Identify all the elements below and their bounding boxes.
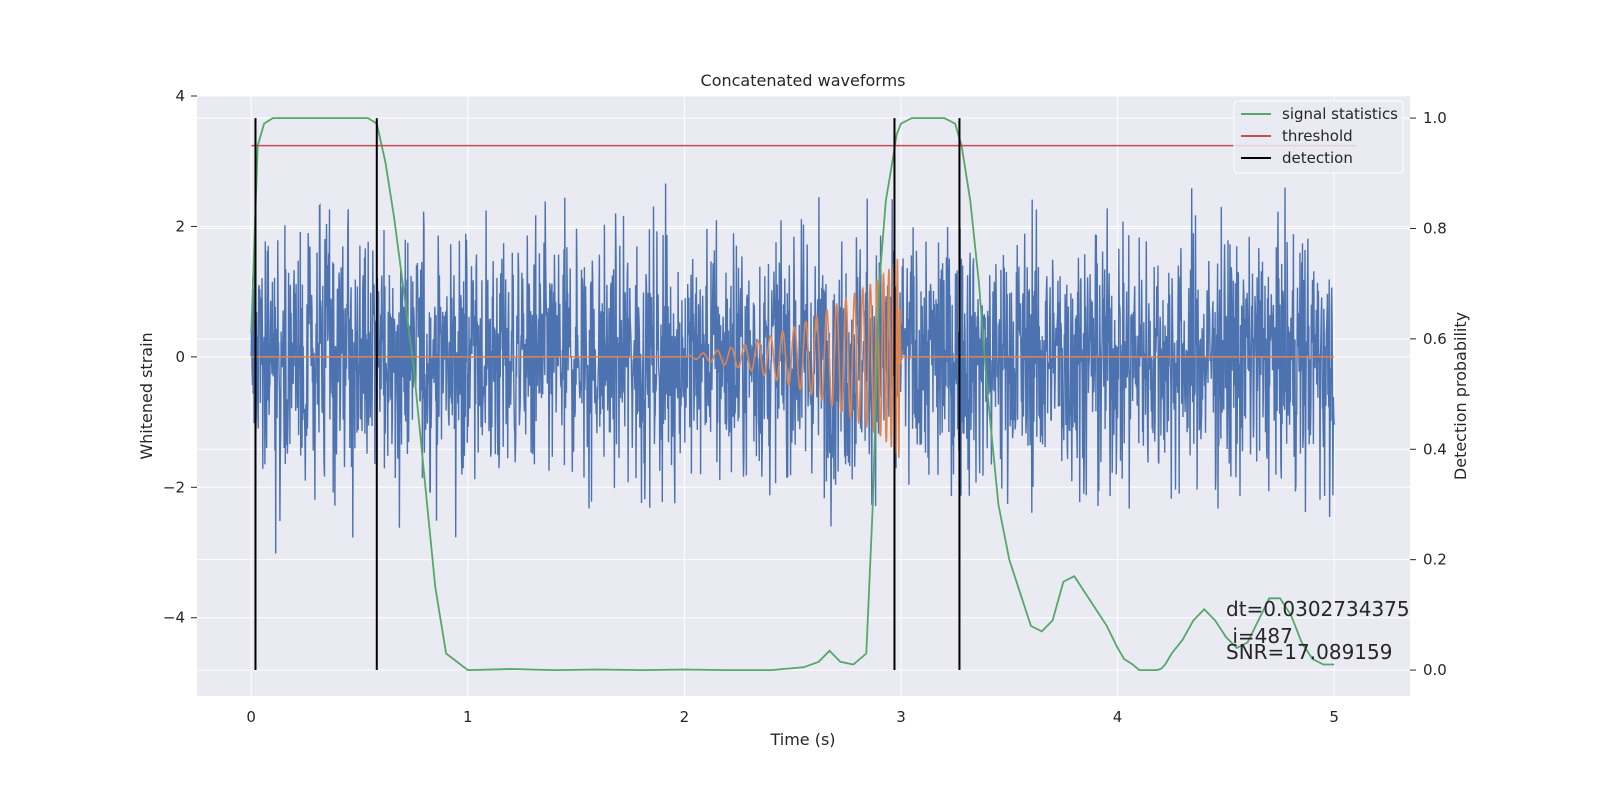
legend: signal statistics threshold detection (1233, 100, 1404, 174)
y-tick-label: 4 (175, 87, 185, 105)
y-tick-label: −2 (163, 478, 185, 496)
legend-box (1233, 100, 1404, 174)
y2-axis-ticks: 1.0 0.8 0.6 0.4 0.2 0.0 (1410, 109, 1447, 679)
y2-tick-label: 1.0 (1423, 109, 1447, 127)
annotation-snr: SNR=17.089159 (1226, 640, 1392, 664)
x-tick-label: 0 (246, 708, 256, 726)
y-axis-label: Whitened strain (137, 332, 156, 459)
y-tick-label: −4 (163, 609, 185, 627)
y2-axis-label: Detection probability (1451, 312, 1470, 480)
y2-tick-label: 0.6 (1423, 330, 1447, 348)
signal-statistics-line (250, 117, 1335, 672)
x-tick-label: 1 (463, 708, 473, 726)
detection-lines (254, 118, 961, 671)
x-tick-label: 5 (1329, 708, 1339, 726)
annotation-index: i=487 (1226, 624, 1293, 648)
injected-waveform-line (251, 258, 1335, 458)
x-tick-label: 4 (1113, 708, 1123, 726)
strain-series-line (250, 183, 1335, 554)
annotations: dt=0.0302734375 i=487 SNR=17.089159 (1226, 597, 1410, 664)
x-tick-label: 2 (680, 708, 690, 726)
y2-tick-label: 0.0 (1423, 661, 1447, 679)
legend-label-detection: detection (1282, 149, 1353, 167)
x-axis-label: Time (s) (769, 730, 835, 749)
y-tick-label: 0 (175, 348, 185, 366)
legend-label-signal-statistics: signal statistics (1282, 105, 1398, 123)
annotation-dt: dt=0.0302734375 (1226, 597, 1410, 621)
y2-tick-label: 0.8 (1423, 219, 1447, 237)
x-tick-label: 3 (896, 708, 906, 726)
x-axis-ticks: 0 1 2 3 4 5 (246, 708, 1339, 726)
series (250, 117, 1356, 672)
y-tick-label: 2 (175, 217, 185, 235)
legend-label-threshold: threshold (1282, 127, 1353, 145)
chart-title: Concatenated waveforms (701, 71, 906, 90)
y-axis-ticks: 4 2 0 −2 −4 (163, 87, 197, 627)
y2-tick-label: 0.2 (1423, 551, 1447, 569)
y2-tick-label: 0.4 (1423, 440, 1447, 458)
